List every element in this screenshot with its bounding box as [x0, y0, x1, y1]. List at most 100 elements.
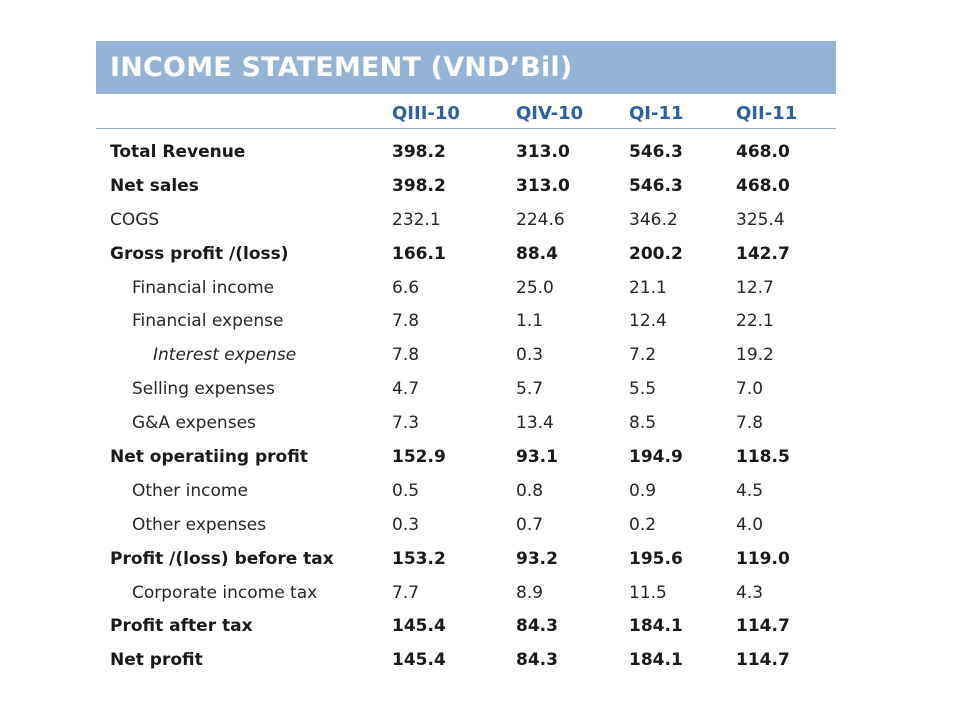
- cell-value: 114.7: [736, 650, 790, 671]
- cell-value: 142.7: [736, 243, 790, 264]
- cell-value: 232.1: [392, 209, 441, 230]
- table-row: Other expenses 0.3 0.7 0.2 4.0: [96, 508, 836, 542]
- table-row: COGS 232.1 224.6 346.2 325.4: [96, 203, 836, 237]
- cell-value: 546.3: [629, 175, 683, 196]
- cell-value: 13.4: [516, 413, 554, 434]
- cell-value: 7.8: [392, 311, 420, 332]
- cell-value: 12.7: [736, 277, 774, 298]
- cell-value: 4.0: [736, 514, 764, 535]
- cell-value: 0.7: [516, 514, 544, 535]
- table-row: Profit /(loss) before tax 153.2 93.2 195…: [96, 542, 836, 576]
- cell-value: 166.1: [392, 243, 446, 264]
- column-header-qiii-10: QIII-10: [392, 103, 460, 124]
- cell-value: 0.8: [516, 480, 544, 501]
- cell-value: 84.3: [516, 616, 558, 637]
- column-header-qi-11: QI-11: [629, 103, 684, 124]
- cell-value: 5.7: [516, 379, 544, 400]
- column-header-row: QIII-10 QIV-10 QI-11 QII-11: [96, 94, 836, 129]
- cell-value: 8.9: [516, 582, 544, 603]
- row-label: Other expenses: [132, 514, 267, 535]
- table-row: Gross profit /(loss) 166.1 88.4 200.2 14…: [96, 237, 836, 271]
- cell-value: 184.1: [629, 650, 683, 671]
- table-body: Total Revenue 398.2 313.0 546.3 468.0 Ne…: [96, 135, 836, 677]
- statement-title: INCOME STATEMENT (VND’Bil): [110, 52, 573, 83]
- cell-value: 114.7: [736, 616, 790, 637]
- cell-value: 398.2: [392, 175, 446, 196]
- cell-value: 4.5: [736, 480, 764, 501]
- cell-value: 93.1: [516, 447, 558, 468]
- column-header-qii-11: QII-11: [736, 103, 798, 124]
- column-header-qiv-10: QIV-10: [516, 103, 584, 124]
- table-row: Interest expense 7.8 0.3 7.2 19.2: [96, 338, 836, 372]
- cell-value: 145.4: [392, 650, 446, 671]
- cell-value: 0.9: [629, 480, 657, 501]
- table-row: Profit after tax 145.4 84.3 184.1 114.7: [96, 609, 836, 643]
- table-row: Net operatiing profit 152.9 93.1 194.9 1…: [96, 440, 836, 474]
- row-label: Corporate income tax: [132, 582, 318, 603]
- table-row: Financial income 6.6 25.0 21.1 12.7: [96, 271, 836, 305]
- cell-value: 0.3: [516, 345, 544, 366]
- cell-value: 184.1: [629, 616, 683, 637]
- row-label: Profit /(loss) before tax: [110, 548, 334, 569]
- cell-value: 313.0: [516, 175, 570, 196]
- row-label: G&A expenses: [132, 413, 256, 434]
- income-statement-table: INCOME STATEMENT (VND’Bil) QIII-10 QIV-1…: [96, 41, 836, 677]
- cell-value: 119.0: [736, 548, 790, 569]
- row-label: Financial expense: [132, 311, 284, 332]
- cell-value: 11.5: [629, 582, 667, 603]
- row-label: Selling expenses: [132, 379, 275, 400]
- cell-value: 0.5: [392, 480, 420, 501]
- row-label: Interest expense: [153, 345, 297, 366]
- cell-value: 325.4: [736, 209, 785, 230]
- row-label: Other income: [132, 480, 248, 501]
- cell-value: 152.9: [392, 447, 446, 468]
- cell-value: 7.0: [736, 379, 764, 400]
- row-label: COGS: [110, 209, 160, 230]
- cell-value: 145.4: [392, 616, 446, 637]
- cell-value: 4.3: [736, 582, 764, 603]
- cell-value: 153.2: [392, 548, 446, 569]
- cell-value: 346.2: [629, 209, 678, 230]
- row-label: Net sales: [110, 175, 199, 196]
- cell-value: 0.3: [392, 514, 420, 535]
- cell-value: 1.1: [516, 311, 544, 332]
- cell-value: 8.5: [629, 413, 657, 434]
- row-label: Net operatiing profit: [110, 447, 308, 468]
- cell-value: 88.4: [516, 243, 558, 264]
- cell-value: 0.2: [629, 514, 657, 535]
- row-label: Gross profit /(loss): [110, 243, 289, 264]
- cell-value: 398.2: [392, 142, 446, 162]
- row-label: Total Revenue: [110, 142, 246, 162]
- cell-value: 7.7: [392, 582, 420, 603]
- cell-value: 195.6: [629, 548, 683, 569]
- table-row: G&A expenses 7.3 13.4 8.5 7.8: [96, 406, 836, 440]
- row-label: Profit after tax: [110, 616, 253, 637]
- table-row: Selling expenses 4.7 5.7 5.5 7.0: [96, 372, 836, 406]
- cell-value: 468.0: [736, 175, 790, 196]
- cell-value: 19.2: [736, 345, 774, 366]
- cell-value: 7.8: [392, 345, 420, 366]
- table-row: Corporate income tax 7.7 8.9 11.5 4.3: [96, 576, 836, 610]
- table-row: Total Revenue 398.2 313.0 546.3 468.0: [96, 135, 836, 169]
- cell-value: 84.3: [516, 650, 558, 671]
- cell-value: 6.6: [392, 277, 420, 298]
- cell-value: 200.2: [629, 243, 683, 264]
- cell-value: 12.4: [629, 311, 667, 332]
- row-label: Financial income: [132, 277, 275, 298]
- cell-value: 22.1: [736, 311, 774, 332]
- cell-value: 194.9: [629, 447, 683, 468]
- cell-value: 7.2: [629, 345, 657, 366]
- cell-value: 93.2: [516, 548, 558, 569]
- table-row: Net profit 145.4 84.3 184.1 114.7: [96, 643, 836, 677]
- cell-value: 7.3: [392, 413, 420, 434]
- cell-value: 224.6: [516, 209, 565, 230]
- table-row: Net sales 398.2 313.0 546.3 468.0: [96, 169, 836, 203]
- table-row: Financial expense 7.8 1.1 12.4 22.1: [96, 304, 836, 338]
- row-label: Net profit: [110, 650, 203, 671]
- cell-value: 468.0: [736, 142, 790, 162]
- cell-value: 7.8: [736, 413, 764, 434]
- table-row: Other income 0.5 0.8 0.9 4.5: [96, 474, 836, 508]
- cell-value: 546.3: [629, 142, 683, 162]
- cell-value: 118.5: [736, 447, 790, 468]
- cell-value: 313.0: [516, 142, 570, 162]
